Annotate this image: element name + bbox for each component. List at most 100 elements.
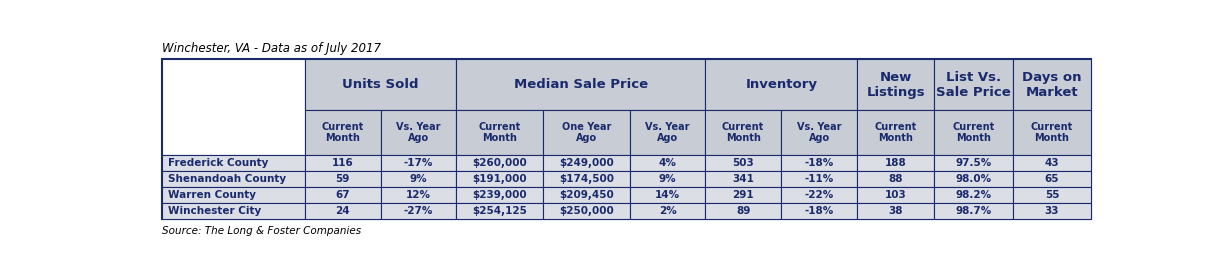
Bar	[857, 59, 934, 110]
Bar	[305, 110, 381, 155]
Bar	[706, 110, 781, 155]
Text: 9%: 9%	[659, 174, 676, 184]
Bar	[781, 155, 857, 171]
Text: Days on
Market: Days on Market	[1022, 71, 1082, 99]
Text: Vs. Year
Ago: Vs. Year Ago	[646, 122, 690, 143]
Bar	[1012, 59, 1092, 110]
Bar	[934, 59, 1012, 110]
Bar	[706, 59, 857, 110]
Text: 38: 38	[889, 206, 904, 216]
Bar	[781, 187, 857, 203]
Bar	[162, 59, 1092, 219]
Text: Current
Month: Current Month	[952, 122, 995, 143]
Text: -18%: -18%	[805, 206, 834, 216]
Text: 97.5%: 97.5%	[955, 158, 991, 168]
Bar	[630, 203, 706, 219]
Text: 33: 33	[1045, 206, 1060, 216]
Text: -22%: -22%	[805, 190, 834, 200]
Bar	[381, 155, 457, 171]
Text: Warren County: Warren County	[167, 190, 255, 200]
Text: 67: 67	[336, 190, 350, 200]
Bar	[305, 59, 457, 110]
Bar	[543, 203, 630, 219]
Bar	[381, 187, 457, 203]
Text: 188: 188	[885, 158, 907, 168]
Bar	[857, 187, 934, 203]
Bar	[305, 203, 381, 219]
Text: 59: 59	[336, 174, 350, 184]
Text: Winchester City: Winchester City	[167, 206, 261, 216]
Bar	[1012, 171, 1092, 187]
Bar	[630, 187, 706, 203]
Bar	[381, 203, 457, 219]
Text: $191,000: $191,000	[473, 174, 527, 184]
Text: 89: 89	[736, 206, 751, 216]
Bar	[1012, 187, 1092, 203]
Text: Vs. Year
Ago: Vs. Year Ago	[797, 122, 841, 143]
Text: $239,000: $239,000	[473, 190, 527, 200]
Bar	[305, 155, 381, 171]
Bar	[706, 203, 781, 219]
Bar	[1012, 155, 1092, 171]
Text: 88: 88	[889, 174, 904, 184]
Text: Current
Month: Current Month	[722, 122, 764, 143]
Text: 291: 291	[733, 190, 753, 200]
Bar	[543, 155, 630, 171]
Bar	[857, 171, 934, 187]
Bar	[162, 203, 305, 219]
Text: $250,000: $250,000	[559, 206, 614, 216]
Bar	[934, 155, 1012, 171]
Bar	[457, 155, 543, 171]
Text: One Year
Ago: One Year Ago	[562, 122, 610, 143]
Text: 24: 24	[336, 206, 350, 216]
Bar	[781, 110, 857, 155]
Bar	[543, 110, 630, 155]
Text: -17%: -17%	[404, 158, 433, 168]
Bar	[457, 110, 543, 155]
Text: -27%: -27%	[404, 206, 433, 216]
Bar	[457, 171, 543, 187]
Bar	[381, 171, 457, 187]
Bar	[857, 110, 934, 155]
Text: Current
Month: Current Month	[321, 122, 364, 143]
Text: 12%: 12%	[405, 190, 431, 200]
Bar	[543, 171, 630, 187]
Text: Inventory: Inventory	[745, 78, 817, 91]
Text: Winchester, VA - Data as of July 2017: Winchester, VA - Data as of July 2017	[162, 42, 381, 55]
Text: 43: 43	[1045, 158, 1060, 168]
Bar	[630, 110, 706, 155]
Text: 103: 103	[885, 190, 907, 200]
Bar	[305, 187, 381, 203]
Text: $174,500: $174,500	[559, 174, 614, 184]
Text: 65: 65	[1045, 174, 1060, 184]
Bar	[1012, 110, 1092, 155]
Bar	[457, 187, 543, 203]
Text: $260,000: $260,000	[473, 158, 527, 168]
Text: 2%: 2%	[658, 206, 676, 216]
Text: 98.0%: 98.0%	[955, 174, 991, 184]
Bar	[162, 187, 305, 203]
Text: Frederick County: Frederick County	[167, 158, 269, 168]
Text: New
Listings: New Listings	[867, 71, 926, 99]
Text: 4%: 4%	[658, 158, 676, 168]
Text: Source: The Long & Foster Companies: Source: The Long & Foster Companies	[162, 226, 361, 236]
Text: 503: 503	[733, 158, 755, 168]
Text: $209,450: $209,450	[559, 190, 614, 200]
Text: Vs. Year
Ago: Vs. Year Ago	[396, 122, 441, 143]
Bar	[857, 155, 934, 171]
Bar	[457, 59, 706, 110]
Text: Shenandoah County: Shenandoah County	[167, 174, 286, 184]
Bar	[934, 110, 1012, 155]
Bar	[162, 171, 305, 187]
Bar	[630, 171, 706, 187]
Text: 341: 341	[733, 174, 755, 184]
Text: $249,000: $249,000	[559, 158, 614, 168]
Bar	[706, 155, 781, 171]
Bar	[781, 203, 857, 219]
Bar	[630, 155, 706, 171]
Bar	[162, 155, 305, 171]
Text: Median Sale Price: Median Sale Price	[514, 78, 648, 91]
Text: -11%: -11%	[805, 174, 834, 184]
Text: 116: 116	[332, 158, 354, 168]
Text: -18%: -18%	[805, 158, 834, 168]
